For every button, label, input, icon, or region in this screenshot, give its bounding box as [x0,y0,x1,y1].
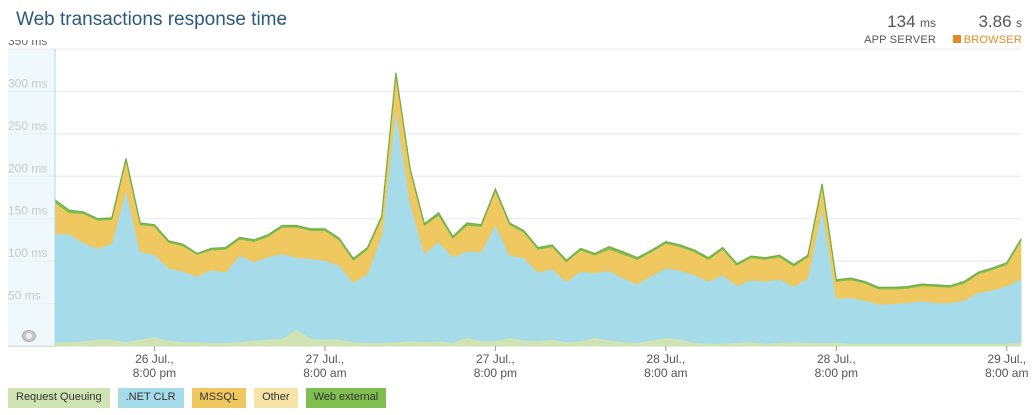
legend-item-mssql[interactable]: MSSQL [191,388,247,408]
chart-title: Web transactions response time [16,9,288,30]
app-server-value: 134 [887,12,916,31]
marker-pin-icon[interactable] [22,330,36,342]
browser-label-text: BROWSER [963,34,1022,46]
x-tick-label: 28 Jul., 8:00 pm [815,352,858,380]
x-tick-label: 29 Jul., 8:00 am [985,352,1028,380]
y-tick-label: 350 ms [8,40,47,48]
x-tick-label: 26 Jul., 8:00 pm [133,352,176,380]
browser-value: 3.86 [978,12,1012,31]
legend-item-net-clr[interactable]: .NET CLR [117,388,184,408]
x-tick-label: 27 Jul., 8:00 am [303,352,346,380]
browser-metric: 3.86 s BROWSER [952,12,1022,46]
legend-item-web-external[interactable]: Web external [305,388,387,408]
app-server-label: APP SERVER [864,34,936,46]
browser-unit: s [1016,16,1022,30]
legend-item-request-queuing[interactable]: Request Queuing [8,388,110,408]
x-tick-label: 27 Jul., 8:00 pm [474,352,517,380]
app-server-metric: 134 ms APP SERVER [864,12,936,46]
response-time-chart[interactable]: 50 ms100 ms150 ms200 ms250 ms300 ms350 m… [0,40,1036,385]
chart-legend: Request Queuing .NET CLR MSSQL Other Web ext… [8,388,387,408]
chart-header: Web transactions response time ⌄ 134 ms … [0,0,1036,46]
x-tick-label: 28 Jul., 8:00 am [644,352,687,380]
app-server-unit: ms [920,16,936,30]
legend-item-other[interactable]: Other [254,388,298,408]
series-net-clr-area [54,108,1022,344]
browser-swatch [952,35,961,43]
series-mssql-area [54,74,1022,305]
total-outline [54,72,1022,288]
chevron-down-icon[interactable]: ⌄ [276,12,288,28]
shaded-region [8,49,55,346]
browser-label: BROWSER [952,34,1022,46]
